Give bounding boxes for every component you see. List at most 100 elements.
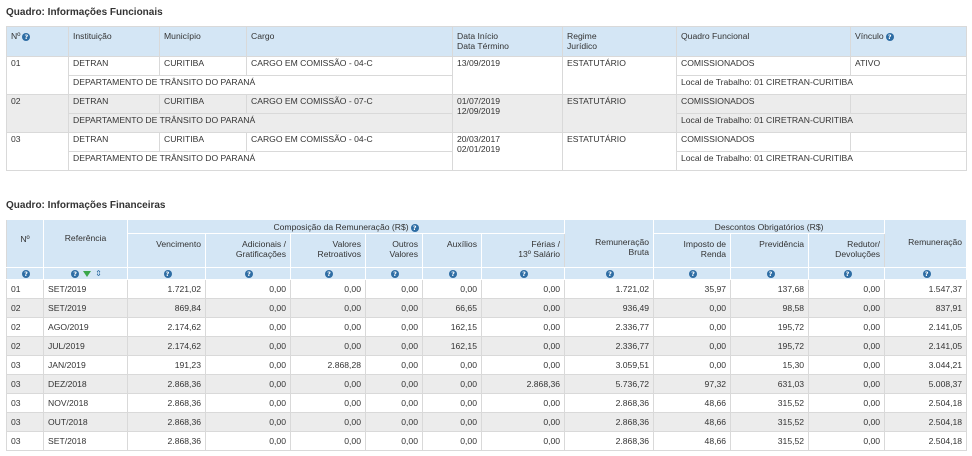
question-circle-icon[interactable]: ? bbox=[766, 270, 775, 279]
cell-vencimento: 2.868,36 bbox=[127, 412, 206, 432]
col-cargo: Cargo bbox=[246, 26, 453, 57]
cell-vinculo bbox=[850, 94, 967, 114]
cell-remuneracao: 1.547,37 bbox=[884, 279, 968, 299]
question-circle-icon[interactable]: ? bbox=[22, 270, 30, 279]
question-circle-icon[interactable]: ? bbox=[245, 270, 253, 279]
cell-retroativos: 0,00 bbox=[290, 374, 366, 394]
cell-imposto: 0,00 bbox=[653, 355, 732, 375]
cell-auxilios: 162,15 bbox=[422, 317, 482, 337]
cell-remuneracao: 2.504,18 bbox=[884, 431, 968, 451]
cell-numero: 02 bbox=[6, 94, 69, 133]
cell-bruta: 3.059,51 bbox=[564, 355, 655, 375]
cell-adicionais: 0,00 bbox=[205, 374, 291, 394]
cell-ferias: 0,00 bbox=[480, 336, 566, 356]
cell-imposto: 0,00 bbox=[653, 317, 732, 337]
cell-outros: 0,00 bbox=[365, 431, 423, 451]
table-row[interactable]: 03 DEZ/2018 2.868,36 0,00 0,00 0,00 0,00 2.868,… bbox=[6, 374, 968, 394]
cell-outros: 0,00 bbox=[365, 317, 423, 337]
cell-municipio: CURITIBA bbox=[159, 94, 247, 114]
col-vinculo: Vínculo? bbox=[850, 26, 967, 57]
question-circle-icon[interactable]: ? bbox=[391, 270, 399, 279]
financeiras-header-row: Vencimento Adicionais / Gratificações Val… bbox=[6, 233, 967, 268]
cell-regime: ESTATUTÁRIO bbox=[562, 132, 677, 171]
table-row[interactable]: 02 JUL/2019 2.174,62 0,00 0,00 0,00 162,15 0,00… bbox=[6, 336, 968, 356]
cell-orgao: DEPARTAMENTO DE TRÂNSITO DO PARANÁ bbox=[68, 113, 453, 133]
cell-datas: 20/03/2017 02/01/2019 bbox=[452, 132, 563, 171]
cell-imposto: 48,66 bbox=[653, 431, 732, 451]
filter-icon[interactable] bbox=[83, 270, 92, 277]
funcionais-subrow: DEPARTAMENTO DE TRÂNSITO DO PARANÁ Local … bbox=[7, 75, 967, 95]
cell-outros: 0,00 bbox=[365, 374, 423, 394]
col-remuneracao: Remuneração bbox=[884, 219, 968, 268]
cell-referencia: SET/2019 bbox=[43, 298, 128, 318]
col-datas: Data Início Data Término bbox=[452, 26, 563, 57]
col-numero: Nº? bbox=[6, 26, 69, 57]
question-circle-icon[interactable]: ? bbox=[325, 270, 333, 279]
col-retroativos: Valores Retroativos bbox=[290, 233, 366, 268]
question-circle-icon[interactable]: ? bbox=[520, 270, 529, 279]
cell-referencia: NOV/2018 bbox=[43, 393, 128, 413]
question-circle-icon[interactable]: ? bbox=[606, 270, 615, 279]
cell-bruta: 1.721,02 bbox=[564, 279, 655, 299]
question-circle-icon[interactable]: ? bbox=[689, 270, 698, 279]
cell-numero: 03 bbox=[6, 393, 44, 413]
cell-remuneracao: 837,91 bbox=[884, 298, 968, 318]
question-circle-icon[interactable]: ? bbox=[843, 270, 852, 279]
table-row[interactable]: 02 SET/2019 869,84 0,00 0,00 0,00 66,65 0,00 936… bbox=[6, 298, 968, 318]
table-row[interactable]: 03 JAN/2019 191,23 0,00 2.868,28 0,00 0,00 0,00… bbox=[6, 355, 968, 375]
cell-referencia: AGO/2019 bbox=[43, 317, 128, 337]
cell-numero: 01 bbox=[6, 279, 44, 299]
cell-bruta: 5.736,72 bbox=[564, 374, 655, 394]
question-circle-icon[interactable]: ? bbox=[449, 270, 457, 279]
cell-previdencia: 631,03 bbox=[730, 374, 810, 394]
cell-bruta: 2.868,36 bbox=[564, 412, 655, 432]
col-ferias: Férias /13º Salário bbox=[480, 233, 566, 268]
cell-bruta: 2.868,36 bbox=[564, 431, 655, 451]
cell-imposto: 35,97 bbox=[653, 279, 732, 299]
cell-outros: 0,00 bbox=[365, 279, 423, 299]
cell-adicionais: 0,00 bbox=[205, 317, 291, 337]
question-circle-icon[interactable]: ? bbox=[71, 269, 80, 278]
cell-remuneracao: 3.044,21 bbox=[884, 355, 968, 375]
cell-referencia: DEZ/2018 bbox=[43, 374, 128, 394]
sort-icon[interactable]: ⇕ bbox=[95, 268, 102, 278]
cell-vencimento: 869,84 bbox=[127, 298, 206, 318]
financeiras-icon-row: ? ? ⇕ ? ? ? ? ? ? ? ? ? ? ? bbox=[6, 267, 968, 280]
cell-redutor: 0,00 bbox=[808, 317, 886, 337]
cell-ferias: 0,00 bbox=[480, 317, 566, 337]
question-circle-icon[interactable]: ? bbox=[922, 270, 931, 279]
funcionais-title: Quadro: Informações Funcionais bbox=[6, 7, 163, 18]
financeiras-group-row: Nº Referência Composição da Remuneração … bbox=[6, 219, 968, 268]
cell-regime: ESTATUTÁRIO bbox=[562, 94, 677, 133]
cell-outros: 0,00 bbox=[365, 298, 423, 318]
cell-vencimento: 191,23 bbox=[127, 355, 206, 375]
cell-referencia: SET/2019 bbox=[43, 279, 128, 299]
cell-numero: 02 bbox=[6, 336, 44, 356]
cell-ferias: 0,00 bbox=[480, 431, 566, 451]
financeiras-title: Quadro: Informações Financeiras bbox=[6, 200, 166, 211]
col-adicionais: Adicionais / Gratificações bbox=[205, 233, 291, 268]
cell-numero: 03 bbox=[6, 132, 69, 171]
cell-municipio: CURITIBA bbox=[159, 132, 247, 152]
cell-remuneracao: 2.141,05 bbox=[884, 336, 968, 356]
col-municipio: Município bbox=[159, 26, 247, 57]
table-row[interactable]: 02 AGO/2019 2.174,62 0,00 0,00 0,00 162,15 0,00… bbox=[6, 317, 968, 337]
col-vencimento: Vencimento bbox=[127, 233, 206, 268]
cell-instituicao: DETRAN bbox=[68, 56, 160, 76]
question-circle-icon[interactable]: ? bbox=[410, 223, 419, 232]
funcionais-subrow: DEPARTAMENTO DE TRÂNSITO DO PARANÁ Local … bbox=[7, 113, 967, 133]
question-circle-icon[interactable]: ? bbox=[885, 32, 894, 41]
cell-cargo: CARGO EM COMISSÃO - 04-C bbox=[246, 132, 453, 152]
cell-quadro: COMISSIONADOS bbox=[676, 56, 851, 76]
question-circle-icon[interactable]: ? bbox=[22, 32, 31, 41]
cell-numero: 02 bbox=[6, 317, 44, 337]
cell-redutor: 0,00 bbox=[808, 355, 886, 375]
cell-imposto: 48,66 bbox=[653, 412, 732, 432]
cell-numero: 01 bbox=[6, 56, 69, 95]
table-row[interactable]: 03 OUT/2018 2.868,36 0,00 0,00 0,00 0,00 0,00 2.… bbox=[6, 412, 968, 432]
cell-regime: ESTATUTÁRIO bbox=[562, 56, 677, 95]
table-row[interactable]: 01 SET/2019 1.721,02 0,00 0,00 0,00 0,00 0,00 1.… bbox=[6, 279, 968, 299]
table-row[interactable]: 03 SET/2018 2.868,36 0,00 0,00 0,00 0,00 0,00 2.… bbox=[6, 431, 968, 451]
table-row[interactable]: 03 NOV/2018 2.868,36 0,00 0,00 0,00 0,00 0,00 2.… bbox=[6, 393, 968, 413]
question-circle-icon[interactable]: ? bbox=[163, 270, 172, 279]
